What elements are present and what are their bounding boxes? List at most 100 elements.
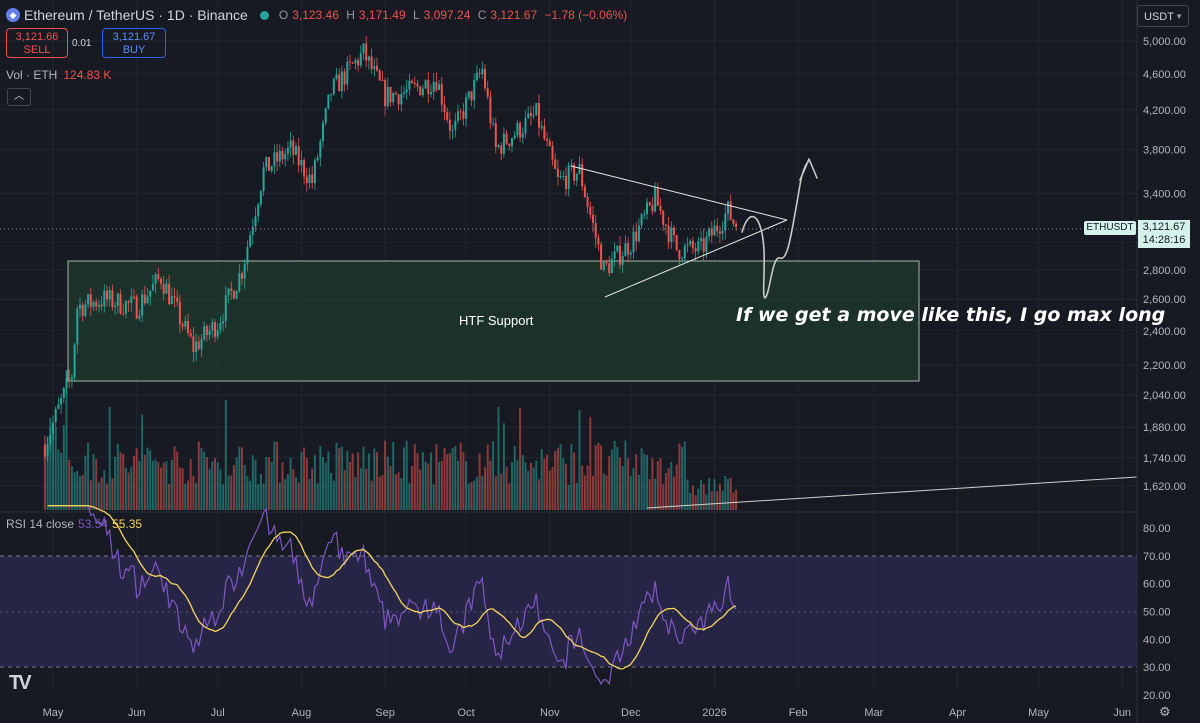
volume-bar <box>97 482 100 510</box>
volume-bar <box>130 466 133 510</box>
volume-bar <box>127 472 130 510</box>
candle-body <box>540 126 543 128</box>
volume-bar <box>435 444 438 510</box>
volume-bar <box>268 457 270 510</box>
candle-body <box>624 243 627 257</box>
volume-legend[interactable]: Vol · ETH 124.83 K <box>6 68 112 82</box>
candle-body <box>181 324 184 327</box>
volume-bar <box>57 449 60 510</box>
volume-bar <box>502 423 505 510</box>
candle-body <box>73 344 76 378</box>
volume-bar <box>208 468 211 510</box>
volume-bar <box>305 457 308 510</box>
candle-body <box>619 245 621 265</box>
candle-body <box>413 83 416 85</box>
candle-body <box>465 97 468 119</box>
htf-support-label: HTF Support <box>459 313 534 328</box>
candle-body <box>276 152 279 162</box>
volume-bar <box>400 477 403 510</box>
volume-bar <box>138 460 141 510</box>
time-axis[interactable]: May Jun Jul Aug Sep Oct Nov Dec 2026 Feb Mar Apr May… <box>43 707 1131 719</box>
volume-bar <box>594 445 597 510</box>
candle-body <box>521 133 524 138</box>
candle-body <box>297 146 300 166</box>
volume-bar <box>354 477 357 510</box>
price-axis[interactable]: 5,000.00 4,600.00 4,200.00 3,800.00 3,400.00… <box>1143 36 1186 493</box>
candle-body <box>467 91 470 98</box>
candle-body <box>451 129 454 131</box>
candle-body <box>567 165 570 190</box>
volume-bar <box>357 452 360 510</box>
candle-body <box>116 293 119 306</box>
volume-bar <box>640 448 643 510</box>
volume-bar <box>168 483 171 510</box>
candle-body <box>732 219 735 224</box>
projected-path-drawing <box>741 158 818 299</box>
candle-body <box>427 80 430 95</box>
volume-bar <box>713 479 716 510</box>
sell-button[interactable]: 3,121.66 SELL <box>6 28 68 58</box>
candle-body <box>500 145 503 154</box>
volume-bar <box>627 458 630 510</box>
candle-body <box>516 122 519 136</box>
volume-bar <box>710 491 713 510</box>
candle-body <box>727 201 729 214</box>
volume-bar <box>157 461 160 510</box>
volume-bar <box>648 479 651 510</box>
candle-body <box>664 224 667 226</box>
candle-body <box>405 89 408 93</box>
candle-body <box>103 290 106 307</box>
volume-bar <box>89 480 92 510</box>
candle-body <box>546 138 549 141</box>
candle-body <box>122 313 125 315</box>
price-tick-label: 2,400.00 <box>1143 326 1186 338</box>
candle-body <box>581 164 584 187</box>
volume-bar <box>270 461 273 510</box>
candle-body <box>729 201 732 220</box>
volume-bar <box>683 441 686 510</box>
candle-body <box>629 252 632 255</box>
candle-body <box>219 323 222 330</box>
volume-bar <box>473 480 476 510</box>
rsi-axis[interactable]: 80.00 70.00 60.00 50.00 40.00 30.00 20.00 <box>1143 523 1171 702</box>
volume-bar <box>335 442 338 510</box>
currency-selector[interactable]: USDT ▼ <box>1137 5 1189 27</box>
candle-body <box>721 230 724 234</box>
candle-body <box>178 301 181 325</box>
volume-bar <box>54 426 57 510</box>
tradingview-logo[interactable]: TV <box>9 672 31 694</box>
volume-bar <box>427 463 430 510</box>
collapse-legend-button[interactable]: ︿ <box>7 88 31 106</box>
candle-body <box>197 341 200 350</box>
candle-body <box>62 388 65 398</box>
volume-bar <box>613 440 616 510</box>
gear-icon[interactable]: ⚙ <box>1159 704 1171 719</box>
rsi-tick-label: 40.00 <box>1143 634 1171 646</box>
candle-body <box>616 245 619 252</box>
volume-bar <box>632 468 635 510</box>
candle-body <box>511 138 513 147</box>
candle-body <box>408 80 411 90</box>
volume-bar <box>111 478 114 510</box>
volume-bar <box>197 441 200 510</box>
candle-body <box>565 175 567 190</box>
volume-bar <box>516 460 519 510</box>
volume-bar <box>475 476 478 510</box>
candle-body <box>386 86 389 107</box>
symbol-title[interactable]: Ethereum / TetherUS · 1D · Binance <box>24 7 248 23</box>
volume-bar <box>448 453 451 510</box>
buy-button[interactable]: 3,121.67 BUY <box>102 28 166 58</box>
rsi-tick-label: 20.00 <box>1143 690 1171 702</box>
candle-body <box>319 141 322 158</box>
volume-bar <box>532 467 535 510</box>
ethereum-logo-icon: ◆ <box>6 8 20 22</box>
volume-bar <box>316 483 319 510</box>
volume-bar <box>235 457 238 510</box>
candle-body <box>189 332 192 337</box>
rsi-legend[interactable]: RSI 14 close 53.54 55.35 <box>6 517 143 531</box>
candle-body <box>508 143 511 147</box>
rsi-series-line <box>47 505 737 686</box>
volume-bar <box>181 468 184 510</box>
volume-bar <box>573 452 576 510</box>
